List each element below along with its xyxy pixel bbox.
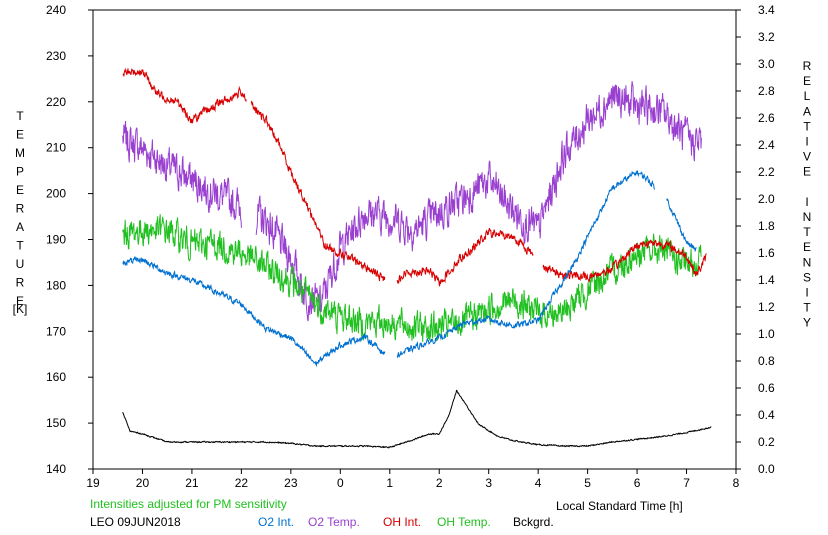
y-right-tick-label: 0.2 [758,435,775,449]
right-axis-title-letter: A [803,104,811,118]
left-axis-title-letter: R [16,276,25,290]
y-right-tick-label: 0.4 [758,408,775,422]
x-tick-label: 20 [136,476,150,490]
y-left-tick-label: 230 [46,49,66,63]
y-right-tick-label: 1.6 [758,246,775,260]
right-axis-title-letter: I [805,135,808,149]
y-left-tick-label: 210 [46,141,66,155]
series-line-o2int [122,170,697,368]
left-axis-title-letter: E [16,128,24,142]
x-tick-label: 19 [86,476,100,490]
x-tick-label: 0 [337,476,344,490]
x-axis-label: Local Standard Time [h] [556,499,683,513]
left-axis-title-letter: T [16,239,24,253]
right-axis-title-letter: S [803,270,811,284]
y-left-tick-label: 170 [46,324,66,338]
x-tick-label: 1 [386,476,393,490]
y-left-tick-label: 180 [46,278,66,292]
y-left-tick-label: 220 [46,95,66,109]
y-right-tick-label: 2.6 [758,111,775,125]
legend-entry: OH Temp. [437,515,491,529]
header-left: LEO 09JUN2018 [90,515,181,529]
y-right-tick-label: 2.4 [758,138,775,152]
series-line-bckgrd [122,389,712,449]
y-right-tick-label: 2.0 [758,192,775,206]
right-axis-title-letter: Y [803,316,811,330]
y-right-tick-label: 3.2 [758,30,775,44]
y-right-tick-label: 2.8 [758,84,775,98]
series-layer [122,67,712,449]
right-axis-title-letter: E [803,74,811,88]
x-tick-label: 4 [535,476,542,490]
y-left-tick-label: 240 [46,3,66,17]
series-line-ohint [122,67,707,287]
right-axis-title-letter: L [804,89,811,103]
y-right-tick-label: 3.4 [758,3,775,17]
right-axis-title-letter: E [803,240,811,254]
right-axis-title-letter: V [803,150,811,164]
legend-entry: Bckgrd. [513,515,554,529]
y-right-tick-label: 1.2 [758,300,775,314]
right-axis-title-letter: T [803,301,811,315]
legend-entry: O2 Temp. [308,515,360,529]
series-line-o2temp [122,81,702,322]
subtitle: Intensities adjusted for PM sensitivity [90,497,287,511]
y-left-tick-label: 160 [46,370,66,384]
x-tick-label: 5 [584,476,591,490]
legend: O2 Int. O2 Temp. OH Int. OH Temp. Bckgrd. [258,515,554,529]
series-line-ohtemp [122,214,702,342]
left-axis-title-letter: A [16,220,24,234]
left-axis-unit: [K] [13,302,28,316]
left-axis-title-letter: T [16,109,24,123]
left-axis-title-letter: R [16,202,25,216]
x-tick-label: 3 [485,476,492,490]
right-axis-title-letter: N [803,210,812,224]
plot-frame [92,9,737,470]
x-tick-label: 21 [185,476,199,490]
y-right-tick-label: 1.0 [758,327,775,341]
x-tick-label: 6 [634,476,641,490]
x-tick-label: 8 [733,476,740,490]
x-tick-label: 22 [235,476,249,490]
y-right-tick-label: 1.4 [758,273,775,287]
y-left-tick-label: 190 [46,233,66,247]
legend-entry: O2 Int. [258,515,294,529]
y-left-tick-label: 150 [46,416,66,430]
y-right-tick-label: 2.2 [758,165,775,179]
right-axis-title-letter: R [803,59,812,73]
x-tick-label: 23 [284,476,298,490]
left-axis-title-letter: E [16,183,24,197]
y-right-tick-label: 0.0 [758,462,775,476]
right-axis-title-letter: E [803,165,811,179]
y-right-tick-label: 0.8 [758,354,775,368]
y-right-tick-label: 0.6 [758,381,775,395]
legend-entry: OH Int. [383,515,421,529]
x-tick-label: 2 [436,476,443,490]
x-tick-label: 7 [683,476,690,490]
right-axis-title-letter: I [805,286,808,300]
left-axis-title-letter: P [16,165,24,179]
right-axis-title-letter: N [803,255,812,269]
y-right-tick-label: 3.0 [758,57,775,71]
y-left-tick-label: 200 [46,187,66,201]
left-axis-title-letter: E [16,294,24,308]
right-axis-title-letter: I [805,195,808,209]
y-left-tick-label: 140 [46,462,66,476]
y-right-tick-label: 1.8 [758,219,775,233]
left-axis-title-letter: U [16,257,25,271]
left-axis-title-letter: M [15,146,25,160]
ticks-layer: 19 20 21 22 23 0 1 2 3 4 5 6 7 8140150160170180190200… [46,3,775,490]
right-axis-title-letter: T [803,225,811,239]
right-axis-title-letter: T [803,119,811,133]
